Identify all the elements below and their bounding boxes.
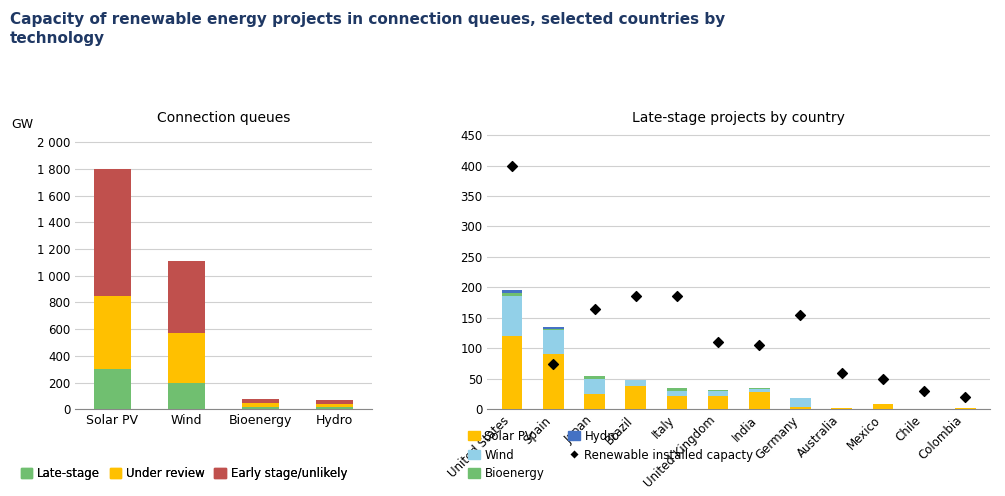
Bar xyxy=(666,396,687,409)
Bar xyxy=(501,336,523,409)
Bar xyxy=(584,375,605,379)
Bar xyxy=(625,386,646,409)
Bar xyxy=(708,390,729,391)
Bar xyxy=(168,333,205,382)
Text: GW: GW xyxy=(11,118,33,130)
Bar xyxy=(543,327,564,329)
Bar xyxy=(749,392,770,409)
Bar xyxy=(242,398,279,403)
Renewable installed capacty xyxy=(711,338,727,346)
Title: Late-stage projects by country: Late-stage projects by country xyxy=(632,111,845,125)
Bar xyxy=(543,354,564,409)
Renewable installed capacty xyxy=(587,305,603,312)
Bar xyxy=(584,394,605,409)
Renewable installed capacty xyxy=(792,311,808,319)
Bar xyxy=(501,297,523,336)
Bar xyxy=(872,404,893,409)
Bar xyxy=(666,391,687,396)
Renewable installed capacty xyxy=(505,162,521,170)
Bar xyxy=(317,400,354,404)
Bar xyxy=(317,404,354,407)
Bar xyxy=(501,294,523,297)
Bar xyxy=(543,329,564,330)
Bar xyxy=(625,380,646,386)
Renewable installed capacty xyxy=(628,293,644,301)
Bar xyxy=(543,330,564,354)
Renewable installed capacty xyxy=(751,341,767,349)
Bar xyxy=(317,407,354,409)
Bar xyxy=(708,391,729,396)
Bar xyxy=(242,403,279,407)
Title: Connection queues: Connection queues xyxy=(157,111,290,125)
Bar xyxy=(168,382,205,409)
Bar xyxy=(93,369,131,409)
Text: Capacity of renewable energy projects in connection queues, selected countries b: Capacity of renewable energy projects in… xyxy=(10,12,726,46)
Renewable installed capacty xyxy=(546,360,562,368)
Bar xyxy=(708,396,729,409)
Legend: Solar PV, Wind, Bioenergy, Hydro, Renewable installed capacty: Solar PV, Wind, Bioenergy, Hydro, Renewa… xyxy=(463,425,759,485)
Bar xyxy=(242,407,279,409)
Renewable installed capacty xyxy=(957,393,973,401)
Bar xyxy=(749,388,770,389)
Bar xyxy=(168,261,205,333)
Bar xyxy=(93,296,131,369)
Renewable installed capacty xyxy=(833,369,849,376)
Bar xyxy=(666,388,687,391)
Renewable installed capacty xyxy=(669,293,685,301)
Renewable installed capacty xyxy=(916,387,932,395)
Bar xyxy=(584,379,605,394)
Bar xyxy=(790,398,811,407)
Bar xyxy=(831,408,852,409)
Bar xyxy=(501,290,523,294)
Bar xyxy=(93,169,131,296)
Legend: Late-stage, Under review, Early stage/unlikely: Late-stage, Under review, Early stage/un… xyxy=(16,463,352,485)
Bar xyxy=(749,389,770,392)
Renewable installed capacty xyxy=(874,375,890,383)
Bar xyxy=(790,407,811,409)
Bar xyxy=(955,408,976,409)
